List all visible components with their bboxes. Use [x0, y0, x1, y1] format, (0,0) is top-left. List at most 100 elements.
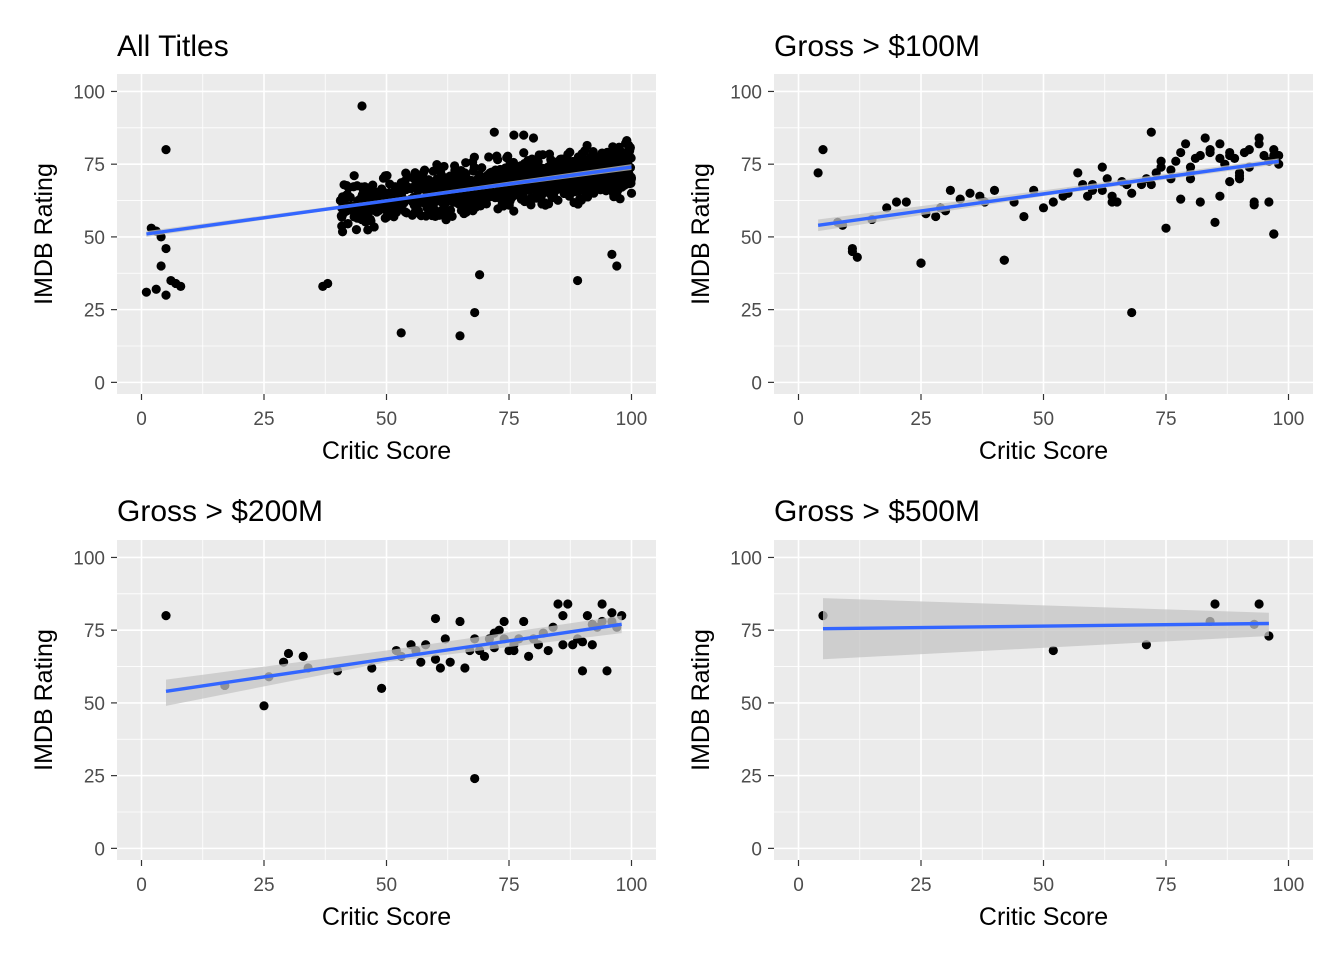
data-point: [528, 133, 539, 143]
data-point: [577, 666, 588, 676]
data-point: [519, 130, 529, 140]
confidence-band: [823, 598, 1269, 660]
data-point: [592, 175, 602, 185]
data-point: [818, 145, 828, 155]
y-tick-label: 75: [84, 621, 105, 642]
x-axis-title: Critic Score: [979, 437, 1108, 465]
data-point: [1127, 188, 1137, 198]
data-point: [479, 651, 490, 661]
y-tick-label: 0: [94, 373, 105, 394]
data-point: [1146, 127, 1156, 137]
y-tick-label: 100: [73, 82, 105, 103]
data-point: [445, 657, 455, 667]
data-point: [509, 130, 519, 140]
data-point: [396, 328, 406, 338]
data-point: [1161, 223, 1171, 233]
data-point: [470, 307, 480, 318]
data-point: [156, 261, 166, 271]
data-point: [492, 151, 502, 161]
data-point: [1249, 200, 1259, 210]
data-point: [509, 206, 519, 216]
x-tick-label: 75: [498, 409, 519, 430]
x-tick-label: 50: [376, 875, 397, 896]
data-point: [577, 149, 587, 159]
data-point: [1215, 191, 1225, 201]
data-point: [524, 651, 534, 661]
data-point: [1215, 139, 1225, 149]
y-tick-label: 100: [73, 548, 105, 569]
data-point: [436, 175, 446, 185]
data-point: [544, 149, 555, 159]
data-layer: [818, 598, 1274, 660]
data-point: [539, 186, 549, 197]
y-tick-label: 100: [730, 548, 762, 569]
data-point: [447, 211, 457, 221]
data-point: [553, 195, 563, 205]
data-point: [1185, 162, 1196, 172]
panel-title: All Titles: [117, 30, 229, 63]
data-point: [435, 663, 445, 673]
x-tick-label: 50: [1033, 409, 1054, 430]
y-tick-label: 25: [84, 767, 105, 788]
data-point: [369, 222, 379, 232]
x-tick-label: 100: [1273, 409, 1305, 430]
trend-line: [822, 621, 1269, 631]
data-point: [161, 611, 171, 621]
data-point: [141, 287, 151, 297]
data-point: [626, 172, 636, 182]
data-point: [616, 176, 626, 186]
data-point: [440, 634, 450, 644]
data-point: [577, 180, 588, 190]
y-tick-label: 0: [751, 839, 762, 860]
data-point: [602, 666, 612, 676]
data-point: [538, 150, 548, 160]
data-point: [573, 275, 583, 286]
data-point: [565, 147, 575, 157]
data-point: [531, 193, 541, 203]
chart-panel: 0 25 50 75 100 0 25 50 75 100 All Titles Critic Sco…: [30, 30, 656, 465]
data-point: [1171, 156, 1181, 166]
data-point: [382, 171, 392, 181]
data-point: [475, 270, 485, 280]
x-tick-label: 25: [253, 409, 274, 430]
data-point: [418, 167, 429, 178]
x-axis-title: Critic Score: [322, 903, 451, 931]
data-point: [1200, 133, 1210, 143]
x-axis-title: Critic Score: [979, 903, 1108, 931]
data-point: [1146, 179, 1156, 190]
data-point: [1244, 145, 1254, 155]
data-point: [349, 212, 359, 222]
data-point: [502, 153, 512, 163]
data-point: [1166, 165, 1176, 175]
data-point: [916, 258, 926, 268]
x-tick-label: 25: [910, 875, 931, 896]
data-point: [374, 205, 384, 216]
data-point: [1181, 139, 1191, 149]
data-point: [430, 613, 441, 624]
data-point: [354, 195, 364, 205]
data-point: [161, 290, 171, 300]
data-point: [298, 651, 308, 661]
data-point: [363, 204, 373, 214]
x-tick-label: 100: [616, 409, 648, 430]
x-tick-label: 75: [498, 875, 519, 896]
data-point: [612, 261, 622, 271]
data-point: [1097, 162, 1107, 172]
data-point: [607, 249, 617, 259]
x-tick-label: 25: [910, 409, 931, 430]
data-point: [381, 203, 391, 213]
data-layer: [141, 101, 637, 341]
y-tick-label: 50: [741, 694, 762, 715]
data-point: [444, 181, 454, 191]
data-point: [416, 657, 426, 667]
data-point: [1107, 197, 1117, 207]
data-point: [1176, 147, 1186, 158]
data-point: [430, 654, 441, 664]
data-point: [356, 214, 366, 224]
data-point: [259, 701, 269, 711]
data-point: [500, 192, 510, 202]
data-point: [367, 663, 377, 673]
data-point: [489, 127, 499, 137]
data-point: [509, 645, 519, 656]
data-point: [558, 640, 568, 650]
